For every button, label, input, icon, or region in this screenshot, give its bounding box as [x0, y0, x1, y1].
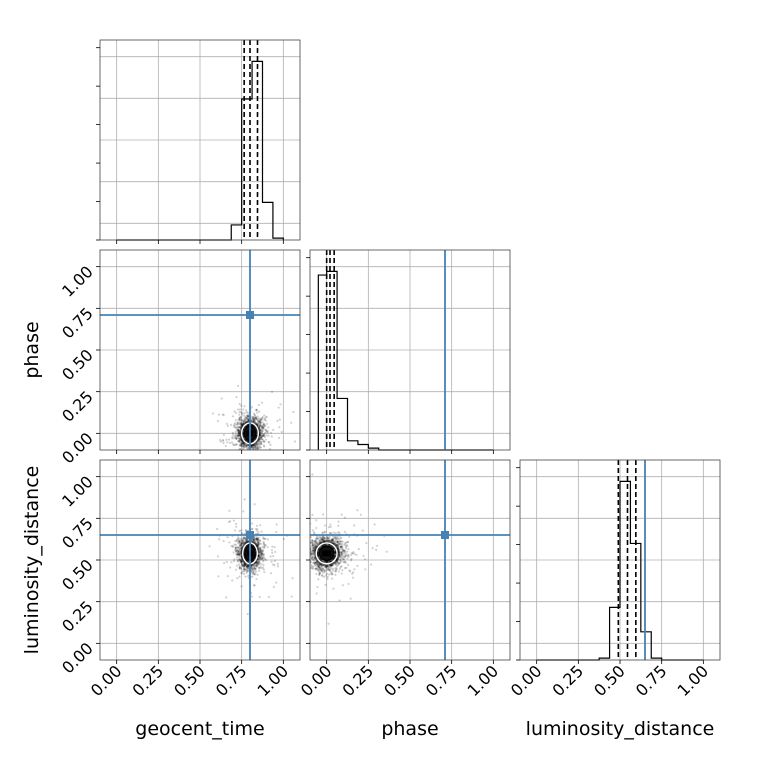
x-tick-label-phase-3: 0.75: [422, 661, 461, 700]
x-tick-label-luminosity_distance-2: 0.50: [590, 661, 629, 700]
scatter-geocent_time-phase-points: [211, 384, 297, 450]
x-tick-label-luminosity_distance-3: 0.75: [632, 661, 671, 700]
y-tick-label-luminosity_distance-4: 1.00: [58, 472, 97, 511]
x-tick-label-luminosity_distance-4: 1.00: [674, 661, 713, 700]
scatter-geocent_time-luminosity_distance-grid: [100, 460, 300, 660]
x-axis-label-geocent_time: geocent_time: [135, 718, 264, 740]
scatter-phase-luminosity_distance-contour-1: [315, 542, 338, 565]
x-tick-label-phase-1: 0.25: [339, 661, 378, 700]
y-tick-label-luminosity_distance-3: 0.75: [58, 514, 97, 553]
y-tick-label-phase-4: 1.00: [58, 262, 97, 301]
y-tick-label-phase-1: 0.25: [58, 387, 97, 426]
hist-phase-grid: [310, 250, 510, 450]
y-tick-label-luminosity_distance-1: 0.25: [58, 597, 97, 636]
y-tick-label-phase-3: 0.75: [58, 304, 97, 343]
x-tick-label-geocent_time-2: 0.50: [170, 661, 209, 700]
x-tick-label-geocent_time-4: 1.00: [254, 661, 293, 700]
x-tick-label-luminosity_distance-1: 0.25: [549, 661, 588, 700]
hist-phase-step: [317, 270, 494, 451]
x-tick-label-phase-0: 0.00: [297, 661, 336, 700]
scatter-phase-luminosity_distance-grid: [310, 460, 510, 660]
y-tick-label-phase-2: 0.50: [58, 345, 97, 384]
scatter-geocent_time-phase-truth-marker: [246, 311, 254, 319]
scatter-phase-luminosity_distance-truth-marker: [441, 531, 449, 539]
y-axis-label-luminosity_distance: luminosity_distance: [21, 466, 43, 655]
x-tick-label-luminosity_distance-0: 0.00: [507, 661, 546, 700]
y-tick-label-luminosity_distance-0: 0.00: [58, 639, 97, 678]
x-tick-label-phase-4: 1.00: [464, 661, 503, 700]
x-axis-label-phase: phase: [381, 718, 438, 740]
scatter-phase-luminosity_distance-density-core: [322, 550, 332, 557]
x-tick-label-geocent_time-1: 0.25: [129, 661, 168, 700]
scatter-geocent_time-luminosity_distance-truth-marker: [246, 531, 254, 539]
y-axis-label-phase: phase: [21, 321, 43, 378]
x-tick-label-geocent_time-3: 0.75: [212, 661, 251, 700]
x-tick-label-phase-2: 0.50: [380, 661, 419, 700]
scatter-geocent_time-phase-grid: [100, 250, 300, 450]
hist-geocent_time-grid: [100, 40, 300, 240]
y-tick-label-phase-0: 0.00: [58, 429, 97, 468]
x-axis-label-luminosity_distance: luminosity_distance: [526, 718, 715, 740]
x-tick-label-geocent_time-0: 0.00: [87, 661, 126, 700]
y-tick-label-luminosity_distance-2: 0.50: [58, 555, 97, 594]
